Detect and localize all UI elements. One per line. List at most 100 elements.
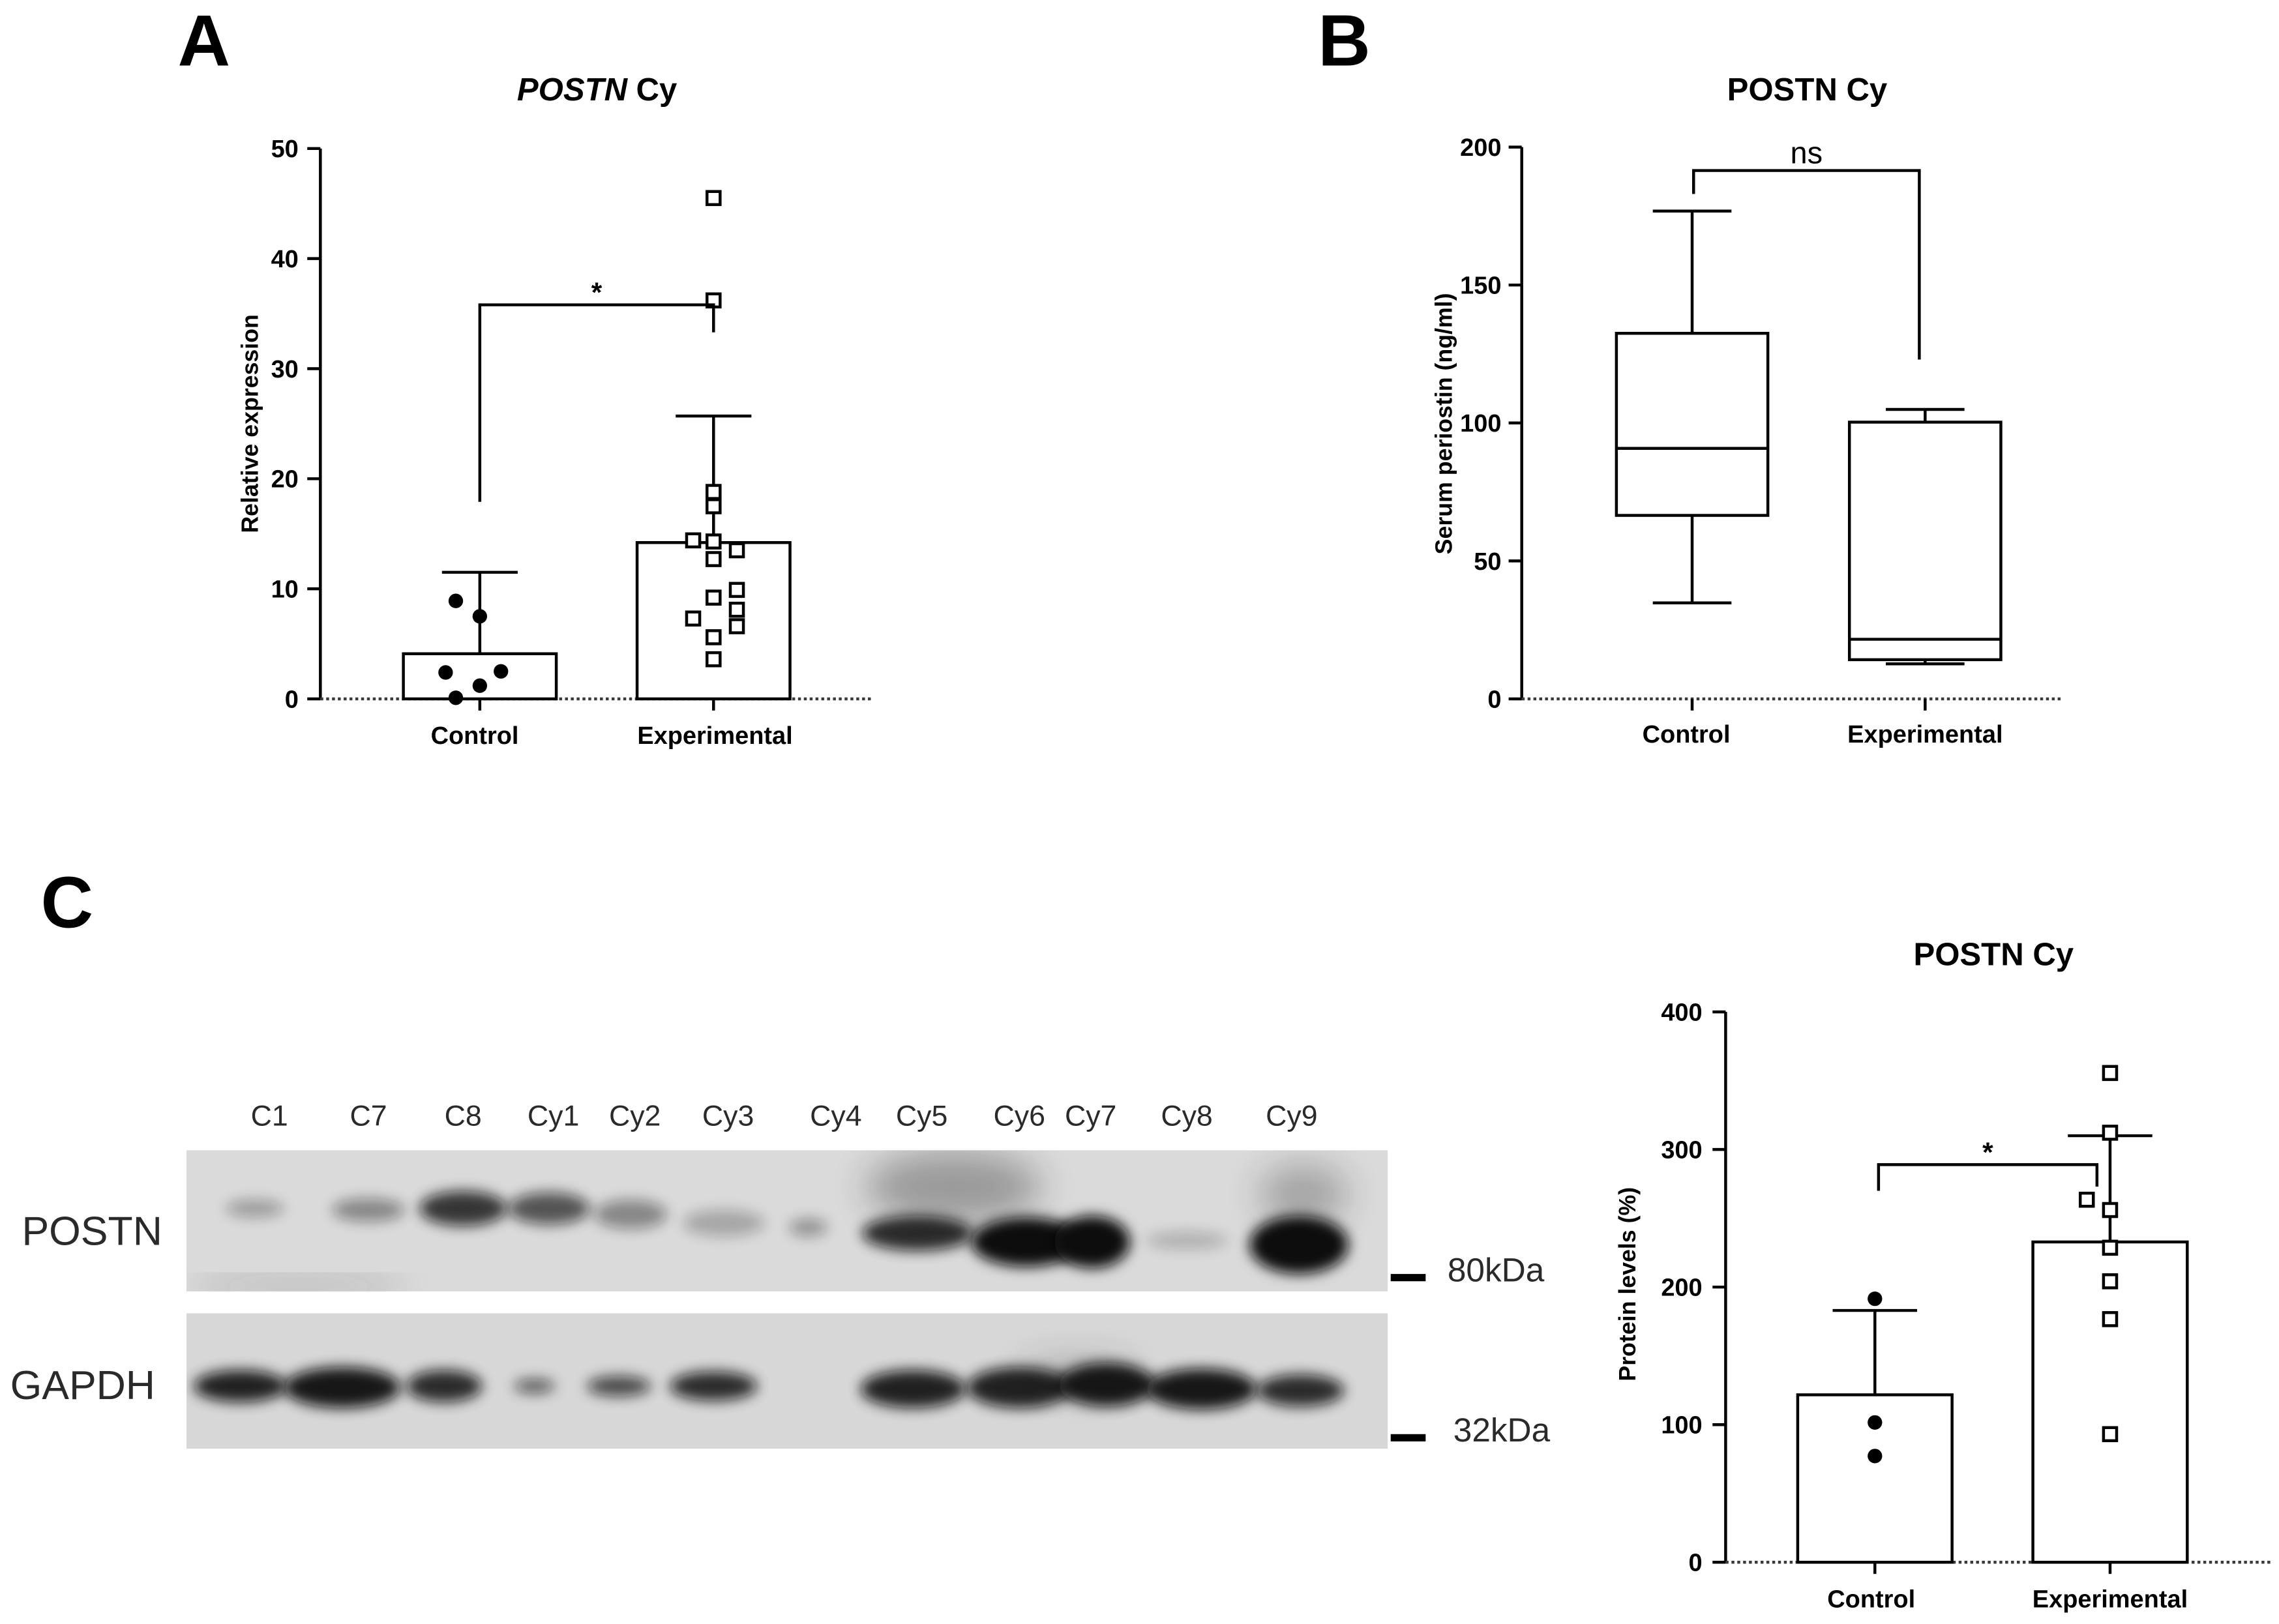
chart-b: B POSTN Cy Serum periostin (ng/ml) Contr… [1318, 0, 2061, 748]
blot-lane-label: Cy8 [1161, 1100, 1212, 1132]
significance-bracket [478, 303, 715, 502]
data-point [1868, 1291, 1883, 1307]
panel-letter-c: C [41, 862, 94, 943]
y-axis-label: Serum periostin (ng/ml) [1431, 293, 1457, 554]
category-label-control: Control [1643, 721, 1731, 748]
blot-lane-label: C7 [350, 1100, 387, 1132]
blot-smear [1259, 1164, 1347, 1223]
y-tick-label: 300 [1661, 1137, 1702, 1164]
significance-label: ns [1791, 136, 1823, 170]
chart-title: POSTN Cy [1727, 72, 1888, 108]
data-point [705, 533, 722, 550]
blot-background [186, 1150, 1388, 1292]
bar-experimental [2031, 1240, 2189, 1564]
chart-title-gene: POSTN [517, 72, 629, 108]
blot-band [514, 1378, 555, 1394]
significance-label: * [1982, 1137, 1993, 1168]
category-label-experimental: Experimental [2033, 1586, 2188, 1614]
blot-band [1146, 1368, 1257, 1410]
y-tick-label: 50 [271, 136, 299, 163]
data-point [438, 665, 453, 680]
blot-lane-label: Cy2 [609, 1100, 661, 1132]
data-point [728, 601, 745, 618]
y-tick-label: 30 [271, 356, 299, 383]
y-tick-label: 10 [271, 576, 299, 604]
y-axis-label: Protein levels (%) [1615, 1187, 1641, 1381]
blot-band [419, 1190, 507, 1226]
blot-row-label-postn: POSTN [22, 1208, 162, 1254]
y-tick-label: 200 [1661, 1275, 1702, 1302]
marker-tick-32kda [1390, 1434, 1426, 1441]
data-point [685, 532, 702, 549]
data-point [2102, 1239, 2119, 1256]
category-label-control: Control [1827, 1586, 1915, 1614]
y-tick-label: 40 [271, 246, 299, 273]
bar-experimental [635, 541, 792, 701]
blot-band [670, 1371, 758, 1401]
significance-bracket [1692, 169, 1921, 360]
y-tick-label: 400 [1661, 999, 1702, 1027]
data-point [2078, 1191, 2095, 1208]
significance-label: * [591, 277, 603, 308]
blot-band [508, 1192, 590, 1225]
blot-band [683, 1209, 765, 1237]
data-point [2102, 1202, 2119, 1218]
chart-c: C POSTN Cy Protein levels (%) Control Ex… [41, 862, 2272, 1614]
y-tick-label: 0 [1689, 1550, 1703, 1577]
y-axis-label: Relative expression [237, 314, 263, 533]
chart-title: POSTN Cy [517, 72, 678, 108]
blot-band [1249, 1215, 1348, 1275]
chart-title-suffix: Cy [636, 72, 678, 108]
blot-band [586, 1376, 651, 1396]
data-point [1868, 1415, 1883, 1430]
data-point [494, 664, 509, 679]
blot-smear [866, 1151, 1041, 1222]
data-point [472, 609, 488, 624]
y-tick-label: 0 [1487, 686, 1501, 713]
data-point [705, 190, 722, 207]
blot-band [1054, 1215, 1130, 1269]
blot-strip-gapdh [186, 1313, 1388, 1449]
category-label-experimental: Experimental [1847, 721, 2003, 748]
data-point [728, 618, 745, 634]
y-tick-label: 200 [1460, 134, 1501, 162]
blot-band [194, 1370, 287, 1402]
marker-tick-80kda [1390, 1274, 1426, 1282]
data-point [2102, 1125, 2119, 1141]
data-point [448, 593, 464, 608]
chart-a: A POSTN Cy Relative expression Control Ex… [177, 0, 874, 750]
blot-lane-label: Cy6 [994, 1100, 1045, 1132]
data-point [705, 651, 722, 668]
blot-band [332, 1198, 405, 1222]
data-point [705, 629, 722, 645]
data-point [2102, 1311, 2119, 1327]
data-point [2102, 1065, 2119, 1082]
blot-band [1257, 1374, 1345, 1407]
data-point [685, 610, 702, 627]
category-label-experimental: Experimental [637, 722, 792, 750]
data-point [472, 678, 488, 693]
blot-band [789, 1218, 827, 1237]
blot-lane-label: Cy3 [702, 1100, 754, 1132]
data-point [705, 551, 722, 567]
blot-lane-label: Cy7 [1065, 1100, 1116, 1132]
data-point [728, 542, 745, 559]
chart-title: POSTN Cy [1913, 937, 2074, 973]
data-point [448, 690, 464, 705]
blot-lane-label: Cy5 [896, 1100, 947, 1132]
data-point [728, 582, 745, 598]
blot-lane-label: Cy1 [528, 1100, 579, 1132]
data-point [1868, 1449, 1883, 1464]
blot-band [284, 1367, 401, 1408]
data-point [2102, 1273, 2119, 1290]
blot-lane-label: Cy4 [810, 1100, 861, 1132]
blot-row-label-gapdh: GAPDH [10, 1363, 155, 1408]
y-tick-label: 20 [271, 466, 299, 494]
data-point [705, 589, 722, 606]
data-point [705, 484, 722, 500]
blot-strip-postn [186, 1150, 1388, 1292]
category-label-control: Control [431, 722, 519, 750]
blot-band [862, 1215, 973, 1251]
blot-lane-label: Cy9 [1266, 1100, 1317, 1132]
